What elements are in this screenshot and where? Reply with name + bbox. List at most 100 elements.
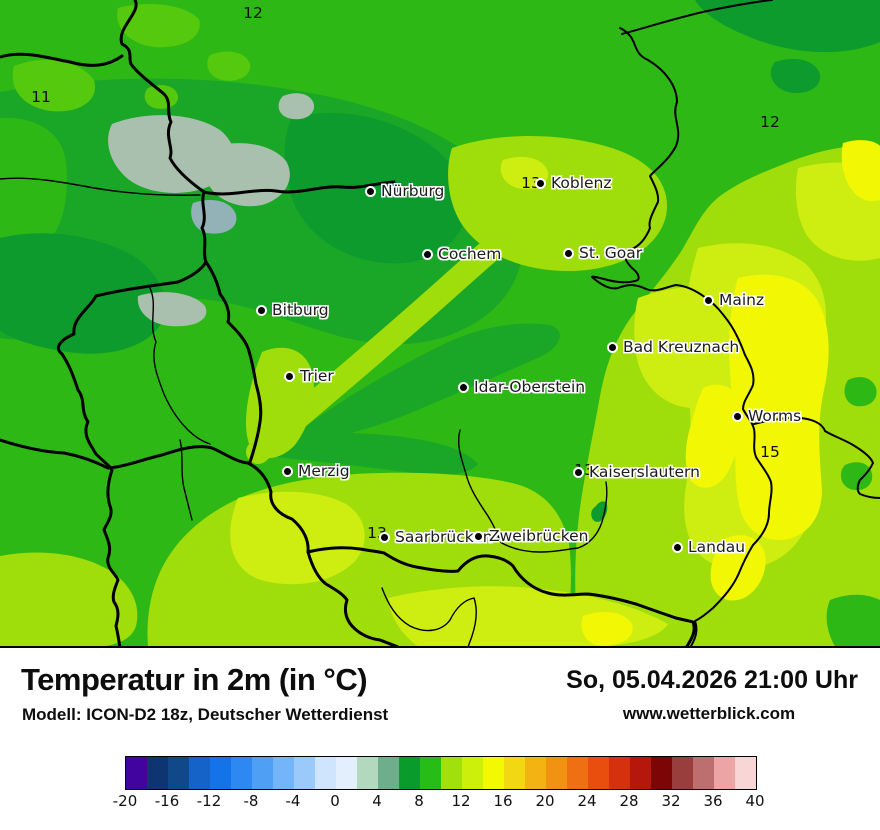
colorbar-segment [651, 757, 672, 789]
city-label: Zweibrücken [489, 527, 589, 545]
border-thin-france-1 [179, 439, 193, 521]
temperature-map: Nürburg 13 Koblenz Cochem St. Goar Mainz Bitbu… [0, 0, 880, 648]
colorbar-segment [168, 757, 189, 789]
colorbar-segment [462, 757, 483, 789]
area-temp-value: 15 [760, 443, 780, 461]
colorbar-segment [315, 757, 336, 789]
city-dot [572, 466, 584, 478]
city-label: Nürburg [381, 182, 445, 200]
colorbar-segment [420, 757, 441, 789]
valid-datetime: So, 05.04.2026 21:00 Uhr [566, 666, 858, 694]
colorbar-tick-label: -20 [112, 792, 138, 810]
map-graphic [0, 0, 880, 646]
city-label: Landau [688, 538, 746, 556]
border-france-southwest [102, 468, 122, 646]
colorbar-segment [630, 757, 651, 789]
colorbar-segment [231, 757, 252, 789]
city-dot [378, 531, 390, 543]
region-bottomright-green [826, 594, 880, 646]
colorbar-segment [252, 757, 273, 789]
border-lines-thin [0, 177, 608, 646]
colorbar-segment [357, 757, 378, 789]
region-ardennes-dark [0, 233, 166, 354]
colorbar-segment [336, 757, 357, 789]
city-dot [702, 294, 714, 306]
city-label: Worms [748, 407, 802, 425]
city-dot [472, 530, 484, 542]
colorbar-tick-label: 0 [330, 792, 340, 810]
city-label: St. Goar [579, 244, 643, 262]
colorbar-segment [693, 757, 714, 789]
city-dot [731, 410, 743, 422]
region-left-strip [0, 117, 67, 258]
region-yellow-rhine [729, 274, 829, 541]
border-thin-rlp-saar [457, 429, 608, 553]
city-label: Trier [300, 367, 334, 385]
region-fleck-2 [840, 462, 873, 491]
colorbar-segment [210, 757, 231, 789]
border-thin-west [0, 177, 201, 196]
colorbar-tick-label: 16 [493, 792, 513, 810]
region-topright-dark [695, 0, 880, 53]
city-label: Mainz [719, 291, 765, 309]
colorbar-tick-label: 40 [745, 792, 765, 810]
colorbar-tick-label: -12 [196, 792, 222, 810]
city-label: Cochem [438, 245, 502, 263]
colorbar-segment [672, 757, 693, 789]
border-france-saar [0, 438, 696, 646]
border-junction-south [176, 190, 208, 284]
city-dot [283, 370, 295, 382]
colorbar-tick-label: 28 [619, 792, 639, 810]
colorbar-tick-label: 24 [577, 792, 597, 810]
colorbar-segment [525, 757, 546, 789]
city-dot [281, 465, 293, 477]
colorbar-tick-label: -16 [154, 792, 180, 810]
colorbar-segment [588, 757, 609, 789]
colorbar-segment [504, 757, 525, 789]
city-label: Bad Kreuznach [623, 338, 740, 356]
border-lux-west [57, 280, 180, 472]
border-topright-diagonal [621, 0, 773, 35]
model-info: Modell: ICON-D2 18z, Deutscher Wetterdie… [22, 705, 389, 724]
colorbar-segment [735, 757, 756, 789]
colorbar-tick-label: 12 [451, 792, 471, 810]
city-dot [421, 248, 433, 260]
city-label: Koblenz [551, 174, 612, 192]
border-worms-bulge [753, 416, 880, 499]
region-yellow-bottom [581, 611, 633, 646]
region-bch-france [230, 491, 365, 585]
city-dot [671, 541, 683, 553]
region-bright-2 [117, 3, 200, 48]
region-yellow-topright [841, 140, 880, 202]
colorbar-tick-label: 20 [535, 792, 555, 810]
colorbar-tick-label: -8 [243, 792, 259, 810]
region-bright-3 [207, 51, 251, 81]
border-lux-east [204, 260, 263, 464]
footer-right-column: So, 05.04.2026 21:00 Uhr www.wetterblick… [560, 666, 858, 724]
colorbar-segment [273, 757, 294, 789]
region-yellow-landau [710, 535, 766, 601]
page-title: Temperatur in 2m (in °C) [21, 662, 368, 697]
city-dot [534, 177, 546, 189]
area-temp-value: 11 [31, 88, 51, 106]
colorbar-segment [126, 757, 147, 789]
colorbar-segment [714, 757, 735, 789]
colorbar-segment [441, 757, 462, 789]
area-temp-value: 12 [243, 4, 263, 22]
colorbar-segment [483, 757, 504, 789]
colorbar-segment [399, 757, 420, 789]
border-lines-thick [0, 0, 696, 646]
city-dot [457, 381, 469, 393]
colorbar-tick-label: 4 [372, 792, 382, 810]
border-saar-hook [306, 550, 400, 646]
border-rhine-hessen [591, 27, 773, 646]
colorbar-segment [189, 757, 210, 789]
city-dot [562, 247, 574, 259]
border-west-arm [0, 52, 124, 67]
city-dot [606, 341, 618, 353]
region-topright-dark2 [770, 58, 821, 94]
region-trier-valley [246, 347, 314, 458]
region-yellow-worms [685, 384, 742, 488]
region-bright-1 [12, 59, 96, 112]
